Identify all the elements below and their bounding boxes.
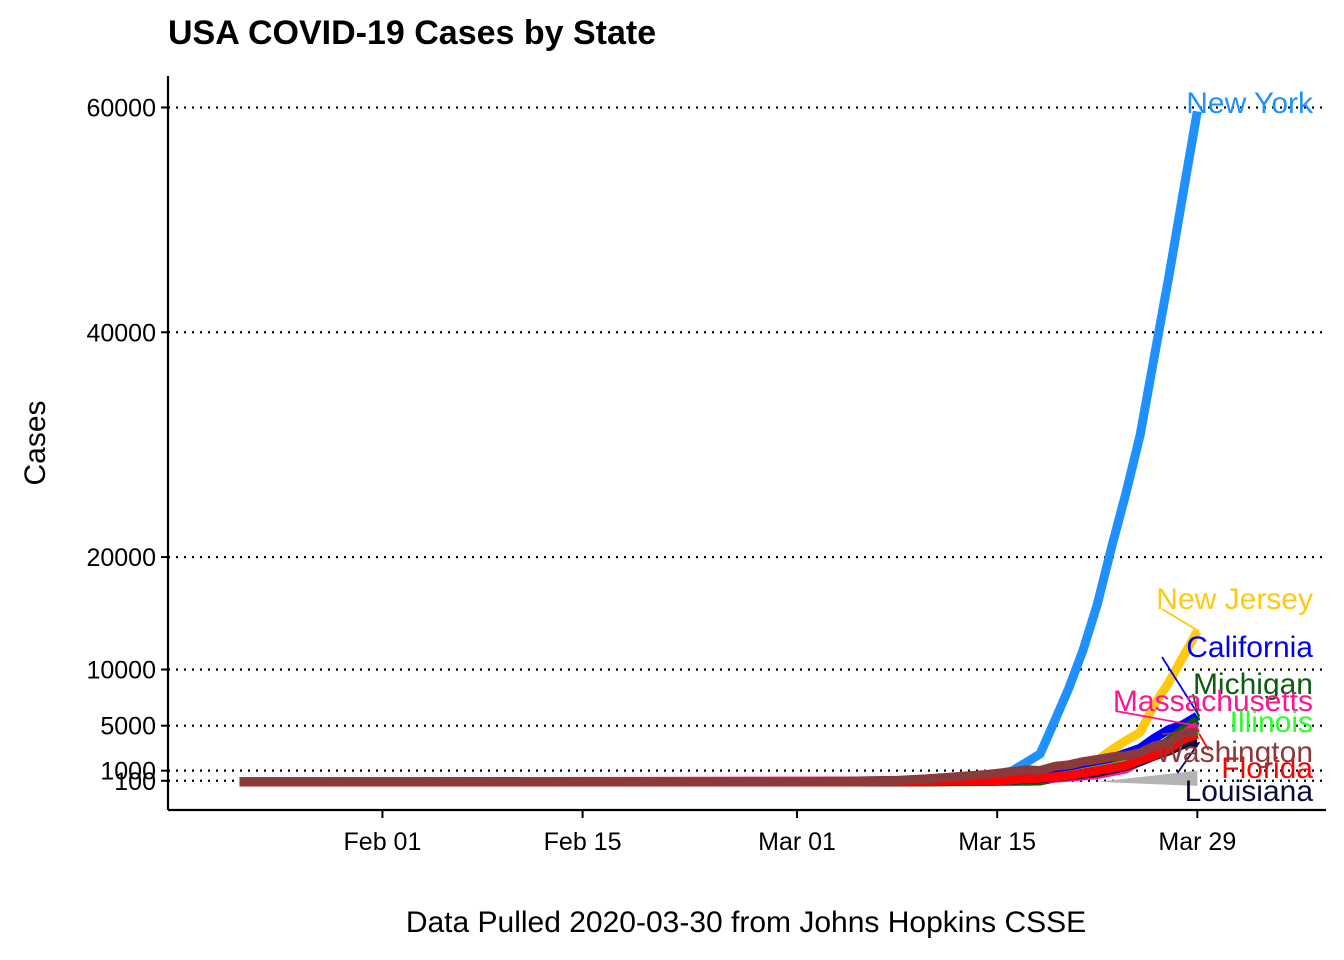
series-label-massachusetts: Massachusetts xyxy=(1113,685,1313,718)
y-tick-label: 40000 xyxy=(86,319,156,347)
series-lines xyxy=(239,110,1202,787)
series-labels: New York New Jersey California MichiganMass… xyxy=(1113,87,1314,808)
x-tick-label: Mar 15 xyxy=(958,828,1036,856)
series-label-michigan: Michigan xyxy=(1193,668,1313,701)
series-label-new-york: New York xyxy=(1186,87,1314,120)
axes xyxy=(166,76,1326,812)
y-axis-title: Cases xyxy=(19,400,52,485)
y-tick-label: 60000 xyxy=(86,94,156,122)
series-line-florida xyxy=(239,729,1199,787)
label-leader-line xyxy=(1176,741,1201,774)
x-ticks: Feb 01 Feb 15 Mar 01 Mar 15 Mar 29 xyxy=(344,810,1236,856)
series-label-california: California xyxy=(1186,631,1313,664)
series-label-washington: Washington xyxy=(1156,736,1313,769)
label-leader-line xyxy=(1161,608,1200,633)
y-tick-label: 10000 xyxy=(86,656,156,684)
x-tick-label: Mar 29 xyxy=(1158,828,1236,856)
series-label-florida: Florida xyxy=(1221,752,1313,785)
y-tick-label: 1000 xyxy=(100,758,156,786)
y-tick-label: 100 xyxy=(114,768,156,796)
x-tick-label: Feb 01 xyxy=(344,828,422,856)
label-leader-line xyxy=(1115,710,1200,728)
label-leader-line xyxy=(1161,656,1201,717)
label-leader-line xyxy=(1198,733,1210,751)
series-label-louisiana: Louisiana xyxy=(1185,775,1314,808)
series-line-new-jersey xyxy=(239,629,1202,787)
x-tick-label: Feb 15 xyxy=(544,828,622,856)
series-line-new-york xyxy=(239,110,1202,787)
series-label-illinois: Illinois xyxy=(1230,706,1313,739)
other-states-band xyxy=(1097,770,1198,786)
gridlines xyxy=(168,106,1326,782)
x-tick-label: Mar 01 xyxy=(758,828,836,856)
series-line-washington xyxy=(239,726,1198,787)
label-leader-line xyxy=(1161,730,1200,735)
y-tick-label: 20000 xyxy=(86,544,156,572)
y-tick-label: 5000 xyxy=(100,713,156,741)
label-leader-line xyxy=(1192,693,1201,721)
x-axis-title: Data Pulled 2020-03-30 from Johns Hopkin… xyxy=(406,906,1086,939)
other-states-band-layer xyxy=(1097,770,1198,786)
chart-title: USA COVID-19 Cases by State xyxy=(168,14,657,52)
series-label-new-jersey: New Jersey xyxy=(1156,583,1313,616)
